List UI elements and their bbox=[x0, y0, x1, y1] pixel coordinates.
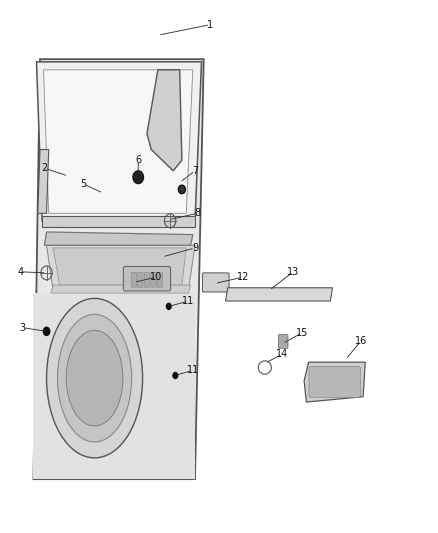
Polygon shape bbox=[38, 150, 49, 213]
Text: 13: 13 bbox=[287, 267, 299, 277]
Text: 8: 8 bbox=[194, 208, 200, 219]
Ellipse shape bbox=[57, 314, 132, 442]
FancyBboxPatch shape bbox=[151, 272, 156, 287]
Text: 6: 6 bbox=[135, 155, 141, 165]
Text: 4: 4 bbox=[17, 267, 23, 277]
FancyBboxPatch shape bbox=[145, 272, 150, 287]
Text: 11: 11 bbox=[187, 365, 199, 375]
Text: 5: 5 bbox=[81, 179, 87, 189]
FancyBboxPatch shape bbox=[202, 273, 229, 292]
FancyBboxPatch shape bbox=[138, 272, 143, 287]
Text: 12: 12 bbox=[237, 272, 249, 282]
Text: 10: 10 bbox=[149, 272, 162, 282]
Ellipse shape bbox=[66, 330, 123, 426]
Polygon shape bbox=[304, 362, 365, 402]
Polygon shape bbox=[147, 70, 182, 171]
Polygon shape bbox=[36, 62, 201, 221]
Circle shape bbox=[133, 171, 144, 183]
Circle shape bbox=[166, 303, 172, 310]
Polygon shape bbox=[42, 216, 195, 227]
FancyBboxPatch shape bbox=[157, 272, 162, 287]
Polygon shape bbox=[46, 245, 195, 290]
Circle shape bbox=[42, 327, 50, 336]
Text: 11: 11 bbox=[182, 296, 194, 306]
Text: 7: 7 bbox=[192, 166, 198, 176]
Text: 2: 2 bbox=[41, 163, 47, 173]
Text: 9: 9 bbox=[192, 243, 198, 253]
FancyBboxPatch shape bbox=[309, 367, 360, 397]
Text: 1: 1 bbox=[207, 20, 213, 30]
FancyBboxPatch shape bbox=[131, 272, 137, 287]
Polygon shape bbox=[43, 70, 193, 213]
Polygon shape bbox=[51, 285, 191, 293]
Ellipse shape bbox=[46, 298, 143, 458]
Text: 14: 14 bbox=[276, 349, 289, 359]
Polygon shape bbox=[33, 59, 204, 479]
Text: 3: 3 bbox=[19, 322, 25, 333]
FancyBboxPatch shape bbox=[124, 266, 170, 291]
Polygon shape bbox=[53, 248, 186, 285]
Polygon shape bbox=[226, 288, 332, 301]
FancyBboxPatch shape bbox=[279, 335, 288, 349]
Polygon shape bbox=[44, 232, 193, 245]
Text: 16: 16 bbox=[355, 336, 367, 346]
Polygon shape bbox=[33, 293, 195, 479]
Text: 15: 15 bbox=[296, 328, 308, 338]
Circle shape bbox=[172, 372, 178, 379]
Circle shape bbox=[178, 185, 185, 193]
